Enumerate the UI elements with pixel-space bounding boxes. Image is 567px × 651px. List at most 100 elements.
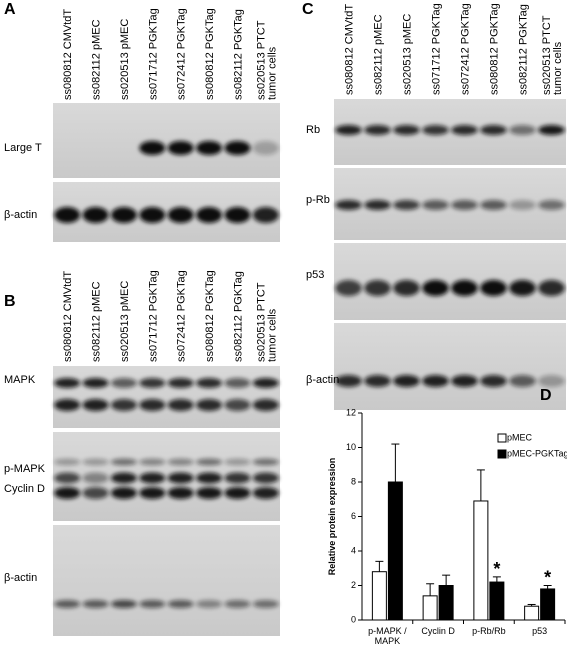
blot-label: p-MAPK xyxy=(4,463,46,475)
legend-swatch xyxy=(497,433,507,443)
band xyxy=(422,125,449,135)
band xyxy=(110,207,137,223)
band xyxy=(252,141,279,155)
band xyxy=(54,207,81,223)
band xyxy=(82,458,109,466)
band xyxy=(364,125,391,135)
band xyxy=(82,207,109,223)
band xyxy=(110,487,137,499)
band xyxy=(538,280,565,296)
band xyxy=(480,200,507,210)
band xyxy=(167,458,194,466)
blot xyxy=(334,323,566,410)
band xyxy=(196,141,223,155)
band xyxy=(224,141,251,155)
band xyxy=(252,472,279,484)
lane-label: ss080812 CMVtdT xyxy=(62,271,74,362)
blot xyxy=(53,525,280,636)
band xyxy=(393,200,420,210)
blot-label: p53 xyxy=(306,269,324,281)
band xyxy=(167,399,194,411)
lane-label: ss072412 PGKTag xyxy=(176,270,188,362)
band xyxy=(252,378,279,388)
lane-label: ss080812 PGKTag xyxy=(489,3,501,95)
lane-label: tumor cells xyxy=(266,308,278,362)
lane-label: ss082112 pMEC xyxy=(91,281,103,362)
lane-label: ss082112 PGKTag xyxy=(232,271,244,362)
panel-letter: A xyxy=(4,1,16,18)
lane-label: ss080812 CMVtdT xyxy=(344,4,356,95)
legend-label: pMEC xyxy=(507,432,533,442)
band xyxy=(422,375,449,387)
band xyxy=(335,125,362,135)
y-tick-label: 6 xyxy=(351,511,356,521)
band xyxy=(422,280,449,296)
band xyxy=(82,378,109,388)
error-bar xyxy=(527,603,536,607)
blot-label: Large T xyxy=(4,142,42,154)
band xyxy=(224,600,251,608)
error-bar xyxy=(492,576,501,583)
bar xyxy=(438,585,454,621)
lane-label: ss080812 CMVtdT xyxy=(62,9,74,100)
lane-label: ss080812 PGKTag xyxy=(204,8,216,100)
bar xyxy=(489,581,505,621)
band xyxy=(54,472,81,484)
lane-label: ss072412 PGKTag xyxy=(176,8,188,100)
band xyxy=(110,399,137,411)
band xyxy=(224,472,251,484)
band xyxy=(451,200,478,210)
band xyxy=(224,378,251,388)
band xyxy=(82,399,109,411)
lane-label: ss020513 PTCT xyxy=(255,282,267,362)
blot-label: Rb xyxy=(306,124,320,136)
band xyxy=(224,399,251,411)
band xyxy=(224,458,251,466)
band xyxy=(451,125,478,135)
band xyxy=(54,378,81,388)
x-tick-label: p-Rb/Rb xyxy=(472,626,506,636)
band xyxy=(82,600,109,608)
band xyxy=(509,280,536,296)
band xyxy=(139,458,166,466)
band xyxy=(509,125,536,135)
legend-swatch xyxy=(497,449,507,459)
band xyxy=(480,125,507,135)
y-tick-label: 0 xyxy=(351,614,356,624)
band xyxy=(224,207,251,223)
band xyxy=(167,487,194,499)
band xyxy=(139,487,166,499)
band xyxy=(54,399,81,411)
band xyxy=(139,399,166,411)
error-bar xyxy=(476,469,485,501)
lane-label: ss020513 pMEC xyxy=(402,14,414,95)
blot-label: MAPK xyxy=(4,374,36,386)
band xyxy=(422,200,449,210)
band xyxy=(393,280,420,296)
error-bar xyxy=(442,574,451,586)
lane-label: ss071712 PGKTag xyxy=(147,270,159,362)
lane-label: ss071712 PGKTag xyxy=(147,8,159,100)
blot-label: β-actin xyxy=(4,572,37,584)
lane-label: ss071712 PGKTag xyxy=(431,3,443,95)
error-bar xyxy=(426,583,435,596)
band xyxy=(335,375,362,387)
blot xyxy=(334,243,566,320)
band xyxy=(167,472,194,484)
band xyxy=(82,487,109,499)
bar xyxy=(473,500,489,621)
band xyxy=(252,600,279,608)
band xyxy=(224,487,251,499)
y-axis-label: Relative protein expression xyxy=(327,458,337,576)
band xyxy=(196,458,223,466)
error-bar xyxy=(375,560,384,572)
bar xyxy=(422,595,438,621)
band xyxy=(252,458,279,466)
band xyxy=(480,375,507,387)
band xyxy=(54,600,81,608)
lane-label: ss082112 pMEC xyxy=(373,14,385,95)
band xyxy=(196,399,223,411)
significance-marker: * xyxy=(493,559,500,579)
